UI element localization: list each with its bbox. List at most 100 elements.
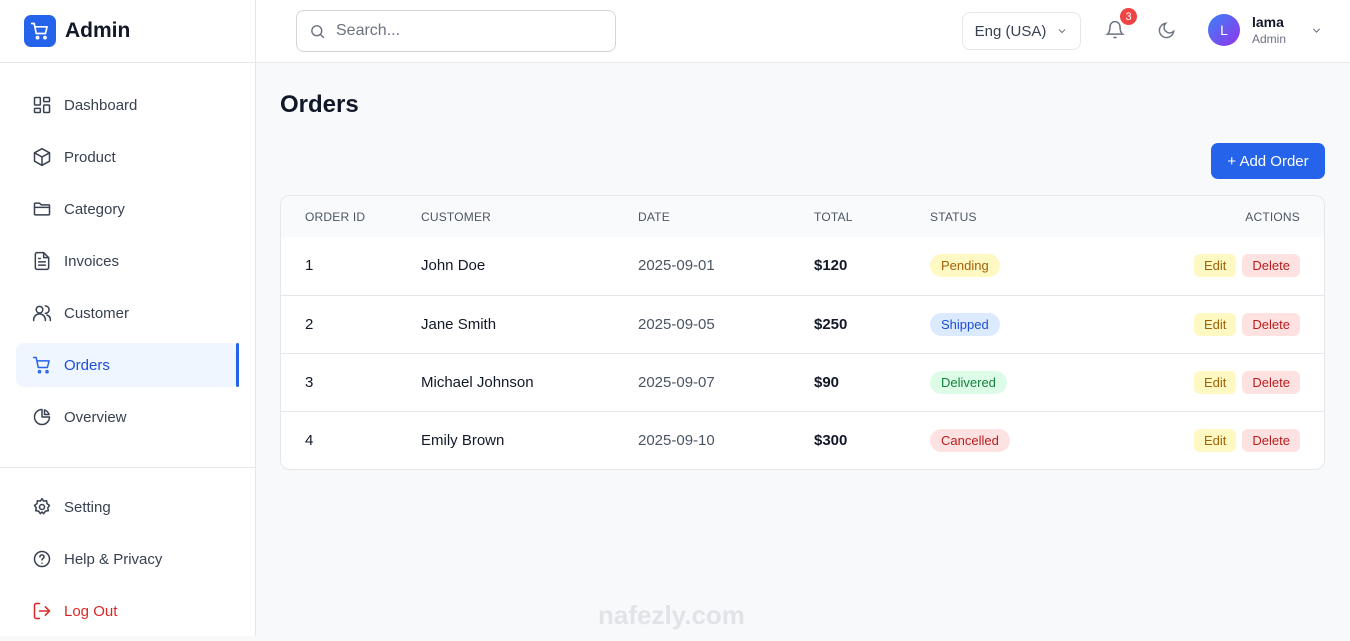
logout-icon: [33, 602, 51, 620]
sidebar-item-label: Help & Privacy: [64, 550, 163, 568]
sidebar-item-logout[interactable]: Log Out: [16, 589, 239, 633]
users-icon: [32, 305, 52, 322]
sidebar-item-customer[interactable]: Customer: [16, 291, 239, 335]
edit-button[interactable]: Edit: [1194, 254, 1237, 278]
logo[interactable]: Admin: [0, 0, 255, 63]
table-row: 1 John Doe 2025-09-01 $120 Pending Edit D…: [281, 237, 1324, 295]
status-cell: Pending: [930, 237, 1076, 295]
customer-name: Emily Brown: [421, 410, 638, 469]
page-title: Orders: [280, 91, 359, 118]
cart-icon: [32, 356, 50, 374]
user-name: lama: [1252, 14, 1284, 30]
status-badge: Pending: [930, 254, 1000, 278]
sidebar-item-product[interactable]: Product: [16, 135, 239, 179]
gear-icon: [33, 497, 51, 515]
order-id: 4: [281, 410, 421, 469]
sidebar-item-dashboard[interactable]: Dashboard: [16, 83, 239, 127]
sidebar-item-invoices[interactable]: Invoices: [16, 239, 239, 283]
status-badge: Shipped: [930, 312, 1000, 336]
file-icon: [34, 251, 50, 271]
table-row: 4 Emily Brown 2025-09-10 $300 Cancelled …: [281, 410, 1324, 469]
column-header: Order ID: [281, 196, 421, 237]
orders-table: Order ID Customer Date Total Status Acti…: [280, 195, 1325, 470]
status-cell: Cancelled: [930, 410, 1076, 469]
user-role: Admin: [1252, 32, 1287, 46]
table-header: Order ID Customer Date Total Status Acti…: [281, 196, 1324, 237]
delete-button[interactable]: Delete: [1242, 428, 1300, 452]
topbar: Eng (USA) 3 L lama Admin: [256, 0, 1350, 63]
search-icon: [311, 24, 325, 38]
bell-icon[interactable]: [1105, 20, 1125, 40]
sidebar-item-label: Orders: [64, 356, 110, 374]
edit-button[interactable]: Edit: [1194, 428, 1237, 452]
order-date: 2025-09-05: [638, 294, 814, 353]
sidebar-nav: Dashboard Product Category Invoices Cust…: [0, 63, 255, 439]
sidebar-divider: [0, 467, 255, 468]
folder-icon: [33, 202, 51, 216]
status-badge: Cancelled: [930, 428, 1010, 452]
order-total: $250: [814, 294, 930, 353]
column-header: Total: [814, 196, 930, 237]
table-row: 3 Michael Johnson 2025-09-07 $90 Deliver…: [281, 352, 1324, 411]
sidebar-bottom-nav: Setting Help & Privacy Log Out: [0, 485, 255, 641]
customer-name: Jane Smith: [421, 294, 638, 353]
status-badge: Delivered: [930, 370, 1007, 394]
delete-button[interactable]: Delete: [1242, 254, 1300, 278]
order-date: 2025-09-01: [638, 257, 715, 275]
edit-button[interactable]: Edit: [1194, 312, 1237, 336]
box-icon: [33, 147, 51, 167]
column-header: Status: [930, 196, 1076, 237]
chevron-down-icon: [1058, 29, 1066, 34]
status-cell: Delivered: [930, 352, 1076, 411]
column-header: Customer: [421, 196, 638, 237]
sidebar: Admin Dashboard Product Category Invoice…: [0, 0, 256, 636]
customer-name: John Doe: [421, 257, 486, 275]
main-content: Orders + Add Order Order ID Customer Dat…: [280, 63, 1325, 470]
cart-logo-icon: [24, 15, 56, 47]
sidebar-item-setting[interactable]: Setting: [16, 485, 239, 529]
column-header: Date: [638, 196, 814, 237]
sidebar-item-label: Category: [64, 200, 125, 218]
delete-button[interactable]: Delete: [1242, 312, 1300, 336]
sidebar-item-label: Customer: [64, 304, 130, 322]
column-header: Actions: [1075, 196, 1324, 237]
watermark: nafezly.com: [598, 600, 745, 630]
actions-cell: Edit Delete: [1075, 410, 1324, 469]
actions-cell: Edit Delete: [1075, 352, 1324, 411]
edit-button[interactable]: Edit: [1194, 370, 1237, 394]
user-menu[interactable]: L lama Admin: [1208, 14, 1323, 46]
help-icon: [33, 550, 51, 568]
moon-icon[interactable]: [1157, 21, 1176, 40]
status-cell: Shipped: [930, 294, 1076, 353]
delete-button[interactable]: Delete: [1242, 370, 1300, 394]
actions-cell: Edit Delete: [1076, 237, 1324, 295]
avatar: L: [1208, 14, 1240, 46]
grid-icon: [33, 96, 51, 114]
order-id: 2: [281, 294, 421, 353]
sidebar-item-label: Overview: [64, 408, 127, 426]
sidebar-item-label: Log Out: [64, 602, 118, 620]
sidebar-item-orders[interactable]: Orders: [16, 343, 239, 387]
search-input[interactable]: [336, 22, 586, 40]
brand-name: Admin: [65, 19, 131, 42]
order-total: $90: [814, 352, 930, 411]
sidebar-item-label: Dashboard: [64, 96, 138, 114]
sidebar-item-help[interactable]: Help & Privacy: [16, 537, 239, 581]
order-date: 2025-09-07: [638, 352, 814, 411]
add-order-button[interactable]: + Add Order: [1211, 143, 1325, 179]
search-box[interactable]: [296, 10, 616, 52]
language-select[interactable]: Eng (USA): [962, 12, 1081, 50]
sidebar-item-label: Product: [64, 148, 116, 166]
order-total: $120: [814, 257, 848, 275]
table-row: 2 Jane Smith 2025-09-05 $250 Shipped Edi…: [281, 294, 1324, 353]
order-total: $300: [814, 410, 930, 469]
order-date: 2025-09-10: [638, 410, 814, 469]
language-label: Eng (USA): [974, 22, 1047, 40]
sidebar-item-label: Invoices: [64, 252, 120, 270]
sidebar-item-overview[interactable]: Overview: [16, 395, 239, 439]
order-id: 1: [305, 257, 314, 275]
sidebar-item-category[interactable]: Category: [16, 187, 239, 231]
sidebar-item-label: Setting: [64, 498, 111, 516]
order-id: 3: [281, 352, 421, 411]
chevron-down-icon: [1312, 27, 1321, 33]
